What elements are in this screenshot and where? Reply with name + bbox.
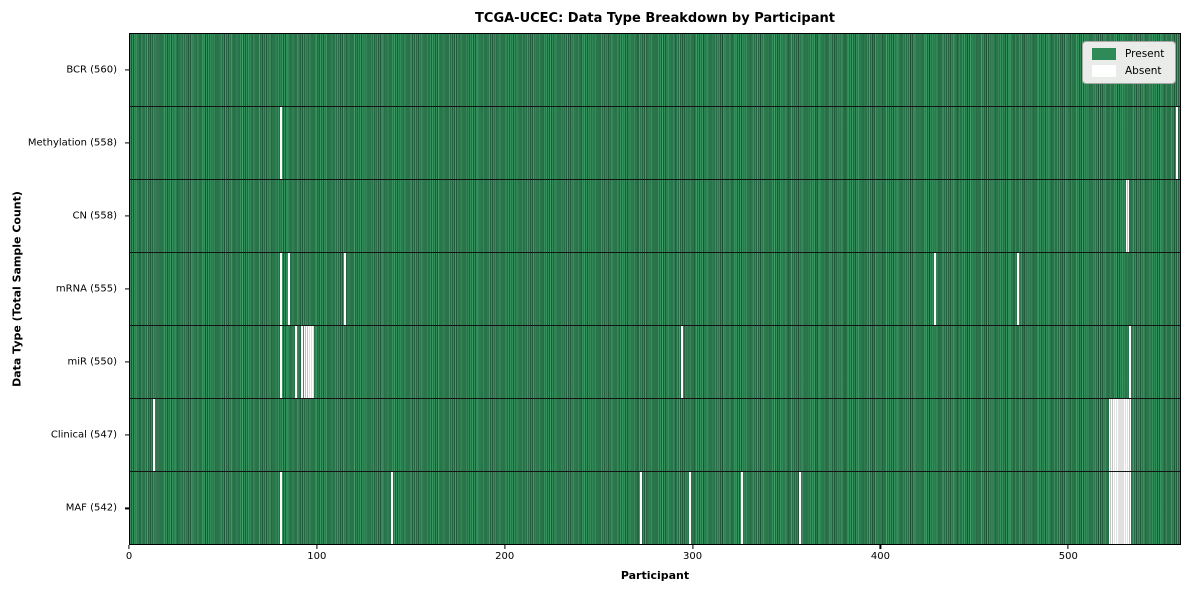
absent-mark (280, 472, 283, 544)
absent-mark (741, 472, 744, 544)
y-tick-mark (125, 507, 129, 510)
legend-item-absent: Absent (1092, 65, 1166, 77)
x-tick-label: 400 (870, 551, 890, 562)
y-tick-label-methylation: Methylation (558) (27, 137, 117, 149)
row-cn (130, 179, 1180, 252)
absent-mark (688, 472, 691, 544)
row-bcr (130, 34, 1180, 106)
absent-mark (1129, 326, 1132, 398)
y-tick-mark (125, 361, 129, 363)
x-tick-mark (316, 545, 318, 549)
legend-absent-label: Absent (1125, 65, 1162, 77)
absent-mark (390, 472, 393, 544)
x-tick-mark (128, 545, 130, 549)
y-tick-mark (125, 142, 129, 144)
y-tick-label-mrna: mRNA (555) (55, 283, 117, 295)
x-tick-mark (504, 545, 506, 549)
x-tick-label: 100 (307, 551, 327, 562)
row-methylation (130, 106, 1180, 179)
row-mir (130, 325, 1180, 398)
y-tick-label-maf: MAF (542) (65, 502, 117, 514)
y-tick-mark (125, 215, 129, 217)
x-axis-label: Participant (620, 569, 690, 582)
absent-mark (152, 399, 155, 471)
absent-mark (295, 326, 298, 398)
legend-item-present: Present (1092, 48, 1166, 60)
y-tick-label-bcr: BCR (560) (66, 64, 117, 76)
y-tick-mark (125, 288, 129, 290)
y-tick-label-cn: CN (558) (72, 210, 117, 222)
absent-mark (640, 472, 643, 544)
x-tick-label: 200 (495, 551, 515, 562)
y-axis: BCR (560) Methylation (558) CN (558) mRNA (… (0, 33, 129, 545)
y-tick-mark (125, 434, 129, 436)
present-swatch-icon (1092, 48, 1116, 60)
absent-mark (1125, 180, 1130, 252)
absent-mark (280, 326, 283, 398)
chart-title: TCGA-UCEC: Data Type Breakdown by Partic… (475, 11, 835, 26)
absent-mark (1176, 107, 1179, 179)
x-tick-mark (1067, 545, 1069, 549)
absent-mark (1108, 399, 1132, 471)
legend-present-label: Present (1125, 48, 1165, 60)
plot-area (129, 33, 1181, 545)
absent-mark (934, 253, 937, 325)
absent-mark (280, 253, 283, 325)
x-axis: 0 100 200 300 400 500 (125, 545, 1181, 571)
absent-mark (681, 326, 684, 398)
absent-mark (287, 253, 290, 325)
absent-mark (1108, 472, 1132, 544)
row-clinical (130, 398, 1180, 471)
absent-mark (300, 326, 303, 398)
x-tick-label: 300 (683, 551, 703, 562)
absent-mark (304, 326, 314, 398)
absent-mark (343, 253, 346, 325)
x-tick-mark (691, 545, 694, 549)
x-tick-label: 500 (1058, 551, 1078, 562)
x-tick-label: 0 (125, 551, 133, 562)
row-mrna (130, 252, 1180, 325)
absent-mark (280, 107, 283, 179)
absent-swatch-icon (1092, 65, 1116, 77)
absent-mark (799, 472, 802, 544)
absent-mark (1016, 253, 1019, 325)
row-maf (130, 471, 1180, 544)
y-tick-mark (125, 68, 129, 71)
legend: Present Absent (1082, 41, 1176, 84)
y-tick-label-mir: miR (550) (67, 356, 117, 368)
y-tick-label-clinical: Clinical (547) (50, 429, 117, 441)
x-tick-mark (879, 545, 882, 549)
